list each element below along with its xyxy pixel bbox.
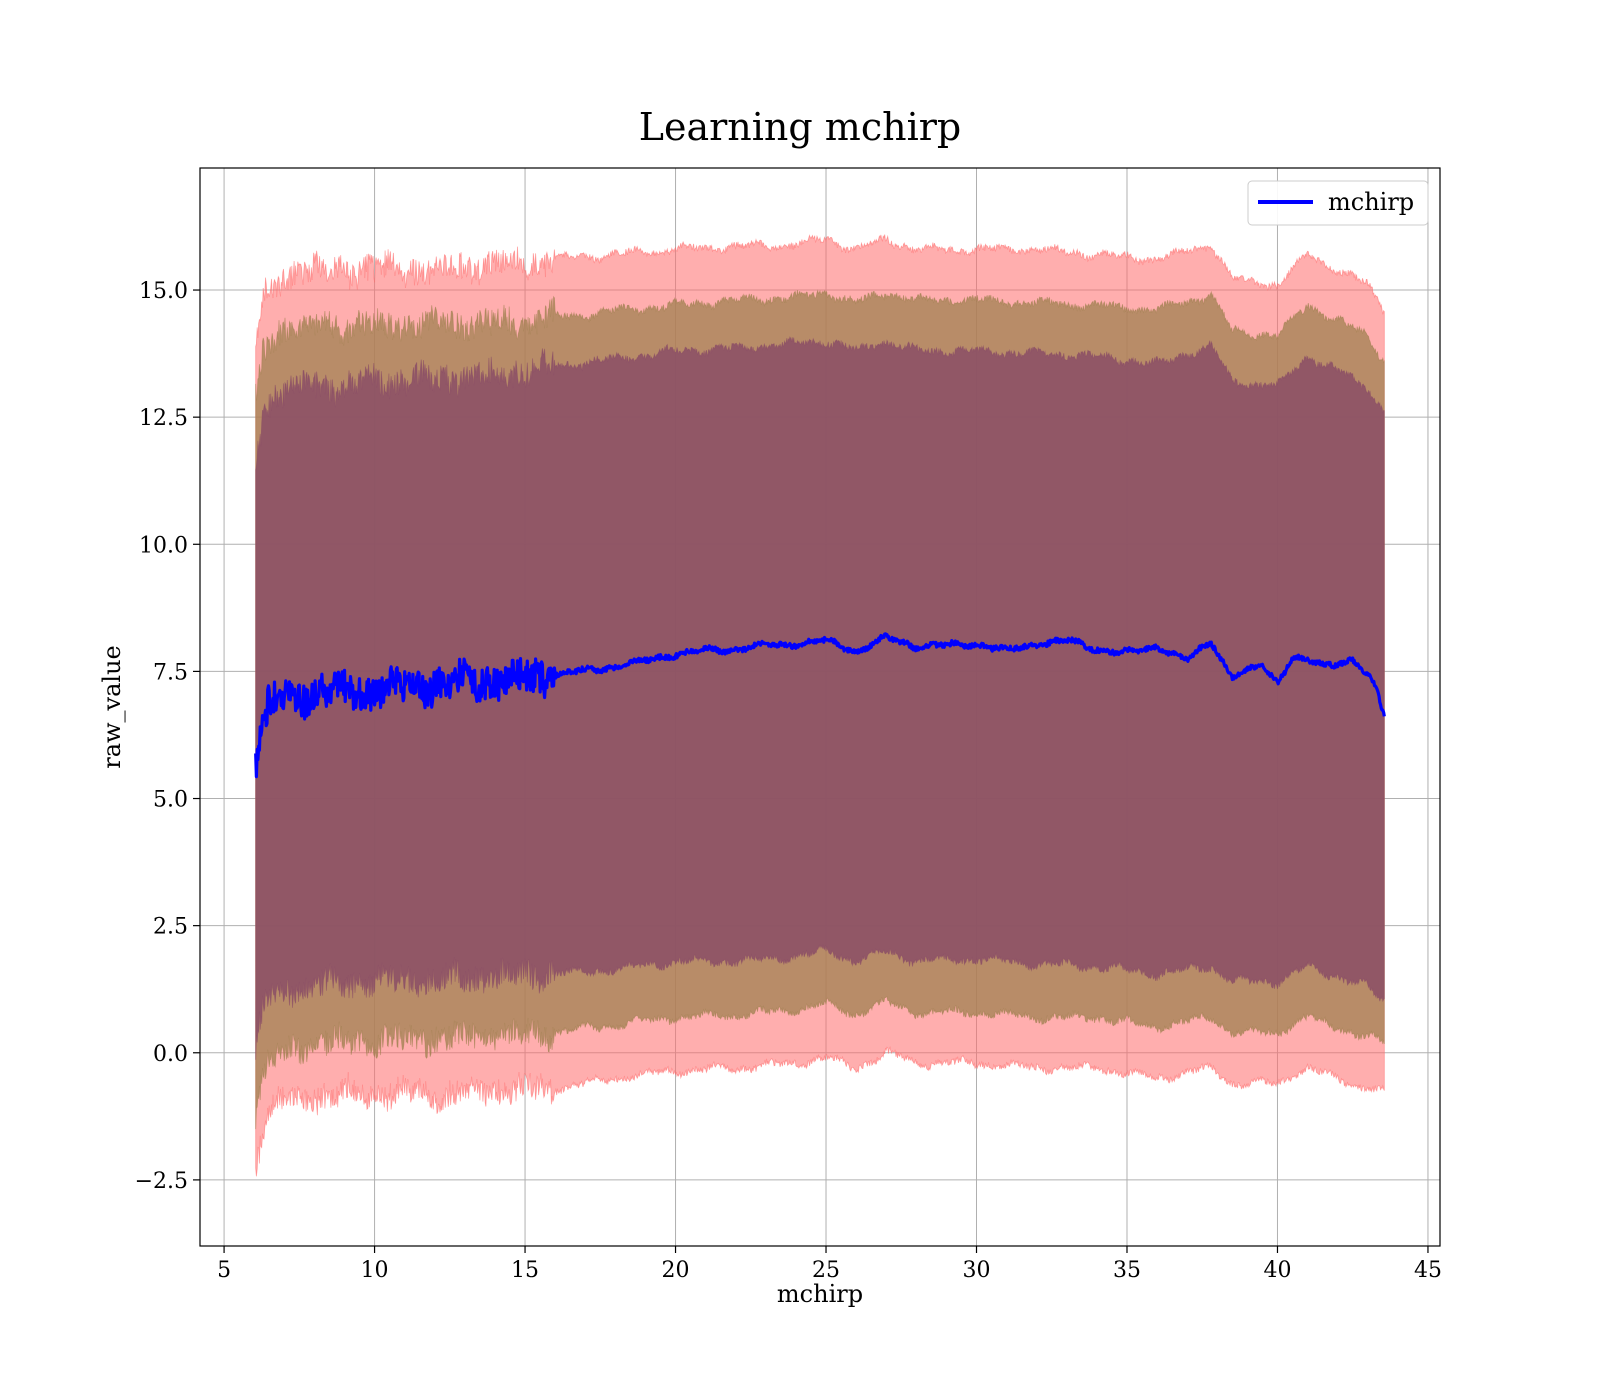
- y-axis-label: raw_value: [98, 645, 126, 769]
- chart-title: Learning mchirp: [639, 105, 961, 149]
- x-axis-ticks: 5 10 15 20 25 30 35 40 45: [217, 1246, 1442, 1283]
- y-tick-label-0: −2.5: [135, 1169, 188, 1194]
- x-tick-label-5: 30: [963, 1258, 991, 1283]
- legend-box: [1247, 180, 1429, 226]
- bands: [255, 234, 1385, 1177]
- x-tick-label-1: 10: [361, 1258, 389, 1283]
- y-tick-label-5: 10.0: [139, 533, 188, 558]
- x-tick-label-0: 5: [217, 1258, 231, 1283]
- band-inner-area: [255, 336, 1385, 1060]
- series-line-mchirp: [254, 632, 1386, 779]
- y-tick-label-1: 0.0: [153, 1042, 188, 1067]
- legend-label-mchirp: mchirp: [1328, 188, 1414, 216]
- x-tick-label-8: 45: [1414, 1258, 1442, 1283]
- x-tick-label-6: 35: [1113, 1258, 1141, 1283]
- y-tick-label-7: 15.0: [139, 279, 188, 304]
- y-tick-label-2: 2.5: [153, 915, 188, 940]
- x-axis-label: mchirp: [777, 1280, 863, 1308]
- y-tick-label-6: 12.5: [139, 406, 188, 431]
- legend: mchirp: [1247, 180, 1429, 226]
- y-axis-ticks: −2.5 0.0 2.5 5.0 7.5 10.0 12.5 15.0: [135, 279, 200, 1194]
- x-tick-label-2: 15: [511, 1258, 539, 1283]
- x-tick-label-7: 40: [1263, 1258, 1291, 1283]
- y-tick-label-4: 7.5: [153, 660, 188, 685]
- x-tick-label-4: 25: [812, 1258, 840, 1283]
- plot-frame: [199, 167, 1441, 1247]
- series-lines: [254, 632, 1386, 779]
- x-tick-label-3: 20: [662, 1258, 690, 1283]
- y-tick-label-3: 5.0: [153, 788, 188, 813]
